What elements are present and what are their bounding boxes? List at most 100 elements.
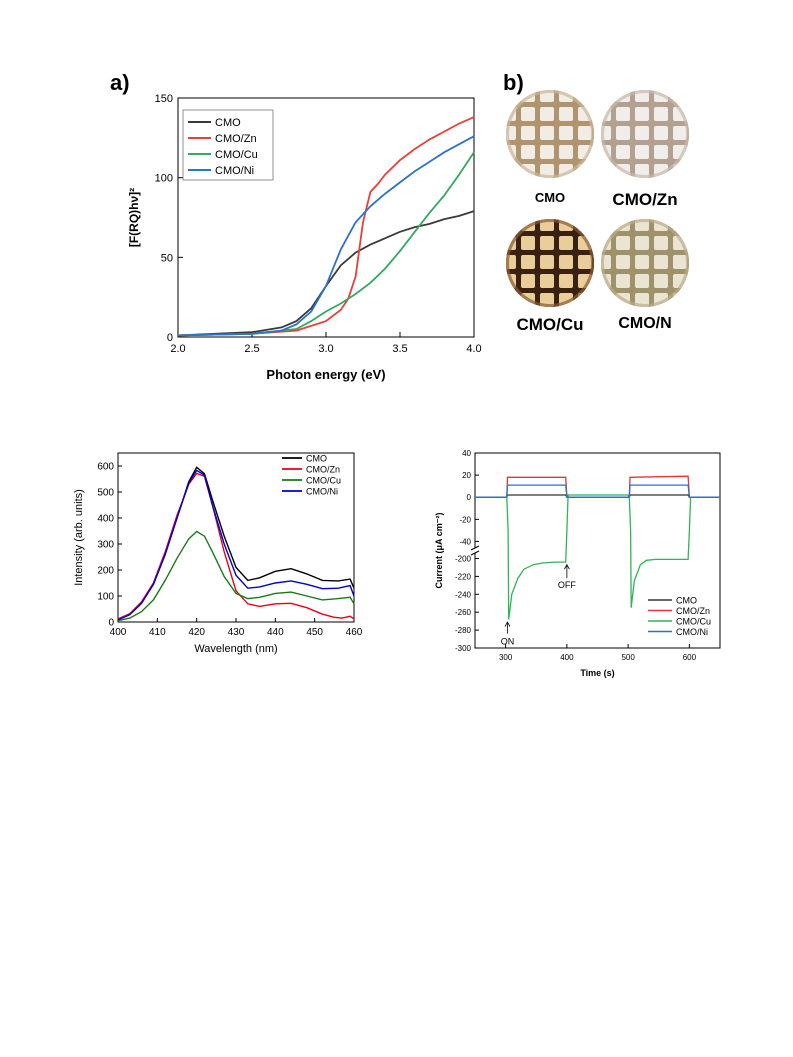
mesh-cell xyxy=(540,293,554,307)
on-arrowhead xyxy=(504,621,511,627)
mesh-cell xyxy=(654,255,668,269)
mesh-cell xyxy=(540,107,554,121)
y-tick-label: 300 xyxy=(97,540,114,551)
photo-caption: CMO xyxy=(534,190,566,205)
off-annotation: OFF xyxy=(558,580,576,590)
mesh-cell xyxy=(578,126,592,140)
photo-caption: CMO/N xyxy=(618,315,672,332)
series-line xyxy=(117,530,355,622)
x-tick-label: 400 xyxy=(110,627,127,638)
series-line xyxy=(475,475,720,498)
chart-photocurrent: 300 400 500 600 40 20 0 -20 -40 -200 -220 -240 -260 -… xyxy=(434,449,721,678)
mesh-cell xyxy=(635,293,649,307)
y-tick-label: 0 xyxy=(467,493,472,502)
legend-label: CMO/Zn xyxy=(306,465,340,475)
legend-label: CMO/Zn xyxy=(676,606,710,616)
series-line xyxy=(177,116,475,337)
panel-label-b: b) xyxy=(503,70,524,95)
y-tick-label: -240 xyxy=(455,590,472,599)
x-tick-label: 460 xyxy=(346,627,363,638)
axis-break-mark xyxy=(470,545,480,551)
x-axis-label: Wavelength (nm) xyxy=(194,643,277,655)
sample-photo xyxy=(601,90,689,178)
legend-label: CMO/Cu xyxy=(676,617,711,627)
series-line xyxy=(117,469,355,621)
series-line xyxy=(117,472,355,620)
y-tick-label: 50 xyxy=(161,252,173,264)
mesh-cell xyxy=(559,236,573,250)
y-tick-label: 100 xyxy=(97,592,114,603)
series-line xyxy=(475,494,720,620)
x-tick-label: 2.0 xyxy=(170,343,185,355)
sample-photo xyxy=(506,90,594,178)
x-tick-label: 3.0 xyxy=(318,343,333,355)
mesh-cell xyxy=(540,145,554,159)
legend-label: CMO/Cu xyxy=(215,149,258,161)
y-tick-label: -220 xyxy=(455,572,472,581)
series-line xyxy=(177,151,475,337)
mesh-cell xyxy=(578,255,592,269)
mesh-cell xyxy=(521,274,535,288)
sample-photo xyxy=(601,219,689,307)
mesh-cell xyxy=(616,126,630,140)
mesh-cell xyxy=(635,274,649,288)
mesh-cell xyxy=(635,164,649,178)
y-axis-label: [F(RQ)hν]² xyxy=(127,188,141,247)
mesh-cell xyxy=(559,274,573,288)
y-tick-label: 400 xyxy=(97,514,114,525)
mesh-cell xyxy=(521,126,535,140)
x-tick-label: 500 xyxy=(621,653,635,662)
mesh-cell xyxy=(616,145,630,159)
y-tick-label: -40 xyxy=(459,537,471,546)
x-tick-label: 400 xyxy=(560,653,574,662)
y-tick-label: 200 xyxy=(97,566,114,577)
y-tick-label: -280 xyxy=(455,626,472,635)
legend-label: CMO xyxy=(306,454,327,464)
mesh-cell xyxy=(654,274,668,288)
mesh-cell xyxy=(616,255,630,269)
y-tick-label: 0 xyxy=(108,618,114,629)
mesh-cell xyxy=(654,236,668,250)
axis-break-mark xyxy=(470,550,480,556)
x-tick-label: 450 xyxy=(306,627,323,638)
axis-break-gap xyxy=(472,548,480,553)
mesh-cell xyxy=(540,126,554,140)
photo-caption: CMO/Zn xyxy=(612,190,678,209)
mesh-cell xyxy=(559,145,573,159)
x-tick-label: 2.5 xyxy=(244,343,259,355)
mesh-cell xyxy=(540,164,554,178)
mesh-cell xyxy=(654,145,668,159)
y-tick-label: 100 xyxy=(155,173,173,185)
y-tick-label: 500 xyxy=(97,488,114,499)
y-tick-label: 20 xyxy=(462,471,471,480)
mesh-cell xyxy=(521,145,535,159)
mesh-cell xyxy=(540,236,554,250)
mesh-cell xyxy=(616,236,630,250)
chart-photoluminescence: 400 410 420 430 440 450 460 0 100 200 300 400 500 600… xyxy=(73,452,363,655)
mesh-cell xyxy=(654,107,668,121)
x-tick-label: 420 xyxy=(188,627,205,638)
mesh-cell xyxy=(635,255,649,269)
y-tick-label: -200 xyxy=(455,554,472,563)
mesh-cell xyxy=(635,107,649,121)
y-tick-label: -260 xyxy=(455,608,472,617)
mesh-cell xyxy=(635,236,649,250)
legend-label: CMO/Ni xyxy=(215,165,254,177)
y-tick-label: 150 xyxy=(155,93,173,105)
y-tick-label: -20 xyxy=(459,515,471,524)
mesh-cell xyxy=(521,107,535,121)
x-tick-label: 430 xyxy=(228,627,245,638)
x-tick-label: 300 xyxy=(499,653,513,662)
x-tick-label: 440 xyxy=(267,627,284,638)
mesh-cell xyxy=(559,107,573,121)
sample-photo xyxy=(506,219,594,307)
mesh-cell xyxy=(521,255,535,269)
mesh-cell xyxy=(559,126,573,140)
mesh-cell xyxy=(540,255,554,269)
mesh-cell xyxy=(521,236,535,250)
x-axis-label: Photon energy (eV) xyxy=(266,367,385,382)
series-line xyxy=(177,210,475,337)
off-arrowhead xyxy=(564,563,570,570)
mesh-cell xyxy=(635,126,649,140)
on-annotation: ON xyxy=(501,637,515,647)
